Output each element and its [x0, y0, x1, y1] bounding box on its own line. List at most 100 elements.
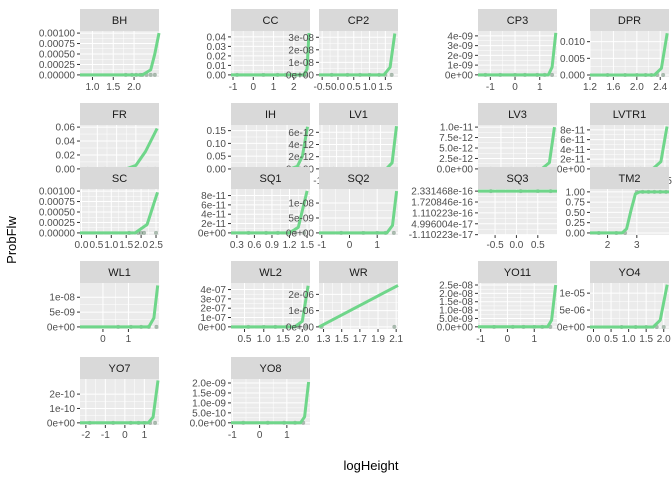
- y-tick-label: 1e-09: [447, 61, 473, 72]
- y-tick-label: 8e-11: [560, 125, 585, 136]
- x-tick-label: 2: [291, 82, 297, 93]
- y-tick-label: 2e-11: [560, 155, 585, 166]
- y-tick-label: 0.0e+00: [437, 322, 474, 333]
- data-point: [154, 230, 159, 235]
- x-tick-label: 1.5: [276, 334, 290, 345]
- y-tick-label: 0e+00: [557, 322, 586, 333]
- panel-cp2: [319, 31, 398, 77]
- y-tick-label: 0e+00: [198, 228, 227, 239]
- y-tick-label: 4e-11: [201, 210, 226, 221]
- fit-line-wr: [318, 284, 399, 329]
- facet-label-wl1: WL1: [108, 267, 131, 279]
- y-tick-label: 4e-07: [200, 285, 226, 296]
- data-point: [139, 230, 144, 235]
- panel-ih: [231, 125, 310, 171]
- y-tick-label: 0.00100: [39, 187, 76, 198]
- facet-strip-cp3: [478, 9, 557, 31]
- x-tick-label: 0.9: [265, 240, 279, 251]
- x-tick-label: 1: [271, 82, 277, 93]
- facet-label-ih: IH: [265, 109, 276, 121]
- x-tick-label: 1.3: [317, 334, 331, 345]
- facet-strip-lv3: [478, 103, 557, 125]
- x-tick-label: -1: [317, 240, 326, 251]
- y-tick-label: 0.00000: [39, 228, 76, 239]
- x-tick-label: 0.5: [238, 334, 252, 345]
- x-tick-label: 1.5: [119, 240, 133, 251]
- facet-label-yo11: YO11: [504, 267, 531, 279]
- fit-line-yo7: [80, 380, 160, 425]
- data-point: [304, 324, 309, 329]
- x-tick-label: 1.5: [639, 334, 653, 345]
- y-tick-label: 0.00075: [39, 197, 76, 208]
- facet-strip-bh: [80, 9, 159, 31]
- y-tick-label: 5.0e-09: [439, 314, 473, 325]
- facet-strip-cp2: [319, 9, 398, 31]
- y-tick-label: 4.996004e-17: [411, 219, 473, 230]
- facet-yo4: YO4 0.0 0.5 1.0 1.5 2.0 0e+00 5e-06 1e-05: [557, 261, 671, 345]
- x-tick-label: -1: [486, 82, 495, 93]
- facet-sc: SC 0.0 0.5 1.0 1.5 2.0 2.5 0.000000.000250.0005…: [39, 167, 163, 251]
- facet-strip-wl2: [231, 261, 310, 283]
- y-tick-label: 8e-11: [201, 191, 226, 202]
- y-tick-label: 0.04: [207, 32, 227, 43]
- data-point: [148, 72, 153, 77]
- facet-strip-cc: [231, 9, 310, 31]
- x-tick-label: 0.6: [247, 240, 261, 251]
- y-tick-label: 2.5e-12: [439, 154, 473, 165]
- y-tick-label: 0.01: [207, 61, 227, 72]
- facet-yo11: YO11 -1 0 1 0.0e+005.0e-091.0e-081.5e-082.0e…: [437, 261, 558, 345]
- y-tick-label: 0e+00: [286, 322, 315, 333]
- data-point: [392, 324, 397, 329]
- y-tick-label: 1.0e-11: [440, 123, 474, 134]
- y-tick-label: 1e-08: [288, 58, 314, 69]
- facet-strip-tm2: [590, 167, 669, 189]
- facet-sq2: SQ2 -1 0 1 0e+00 5e-09 1e-08: [286, 167, 399, 251]
- y-tick-label: 0.00: [207, 70, 227, 81]
- x-tick-label: 2.0: [295, 334, 309, 345]
- data-point: [302, 230, 307, 235]
- x-tick-label: 0.5: [531, 240, 545, 251]
- x-tick-label: 1: [142, 430, 148, 441]
- x-tick-label: 1: [531, 334, 537, 345]
- panel-lvtr1: [590, 125, 669, 171]
- y-tick-label: 0e+00: [47, 322, 76, 333]
- x-tick-label: 1.5: [106, 82, 120, 93]
- facet-yo7: YO7 -2 -1 0 1 0e+00 1e-10 2e-10: [47, 357, 160, 441]
- y-tick-label: 0.25: [566, 218, 586, 229]
- y-tick-label: 2e-10: [49, 390, 75, 401]
- y-tick-label: 5e-09: [49, 308, 75, 319]
- x-tick-label: 2.5: [149, 240, 163, 251]
- y-tick-label: 1e-06: [288, 306, 314, 317]
- x-tick-label: -1: [476, 334, 485, 345]
- y-tick-label: 0.02: [207, 51, 227, 62]
- y-tick-label: 1.5e-08: [439, 297, 473, 308]
- data-point: [661, 73, 666, 77]
- fit-line-yo11: [478, 284, 558, 329]
- x-tick-label: 1.5: [335, 334, 349, 345]
- y-tick-label: 1.720846e-16: [411, 198, 473, 209]
- x-tick-label: 0.0: [509, 240, 523, 251]
- y-tick-label: 0.10: [207, 139, 227, 150]
- y-tick-label: 0.03: [207, 42, 227, 53]
- y-tick-label: 1e-10: [49, 404, 75, 415]
- x-tick-label: 2.4: [653, 82, 667, 93]
- x-tick-label: 0: [347, 240, 353, 251]
- x-tick-label: 1: [374, 240, 380, 251]
- fit-line-tm2: [590, 190, 669, 235]
- y-tick-label: 1e-08: [49, 293, 75, 304]
- y-tick-label: 3e-09: [447, 41, 473, 52]
- y-tick-label: 0.00075: [39, 39, 76, 50]
- y-tick-label: 0.0e+00: [190, 418, 227, 429]
- fit-line-yo8: [231, 381, 311, 425]
- facet-label-fr: FR: [112, 109, 127, 121]
- x-axis-title: logHeight: [344, 458, 399, 473]
- x-tick-label: 1.0: [86, 82, 100, 93]
- data-point: [661, 324, 666, 329]
- facet-strip-yo7: [80, 357, 159, 379]
- y-tick-label: 3e-08: [288, 33, 314, 44]
- y-tick-label: 0.005: [560, 54, 585, 65]
- facet-sq3: SQ3-0.5 0.0 0.5-1.110223e-174.996004e-171.…: [409, 167, 557, 251]
- facet-label-lv1: LV1: [349, 109, 368, 121]
